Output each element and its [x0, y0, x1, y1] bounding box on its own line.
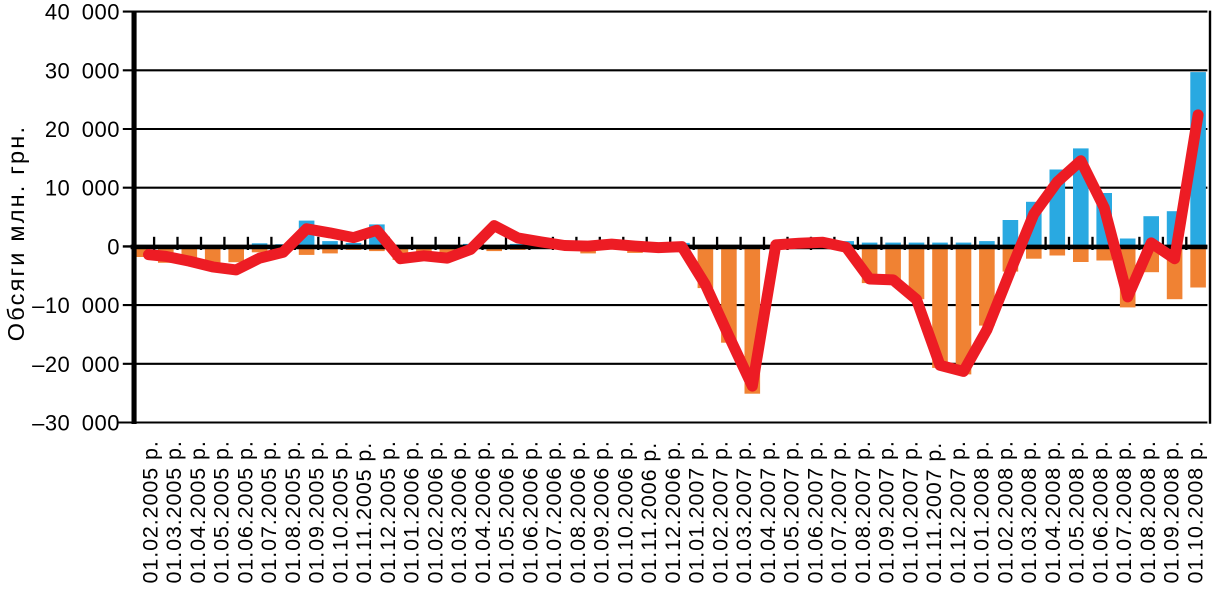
svg-text:01.11.2007 р.: 01.11.2007 р.: [922, 442, 946, 584]
svg-text:01.05.2006 р.: 01.05.2006 р.: [495, 440, 519, 583]
svg-text:–30 000: –30 000: [32, 411, 120, 436]
svg-text:01.07.2007 р.: 01.07.2007 р.: [827, 440, 851, 583]
svg-text:01.10.2006 р.: 01.10.2006 р.: [613, 440, 637, 583]
svg-text:01.12.2005 р.: 01.12.2005 р.: [376, 440, 400, 583]
svg-text:01.09.2006 р.: 01.09.2006 р.: [590, 440, 614, 583]
svg-text:01.05.2007 р.: 01.05.2007 р.: [780, 440, 804, 583]
svg-text:01.03.2006 р.: 01.03.2006 р.: [447, 440, 471, 583]
svg-text:–10 000: –10 000: [32, 293, 120, 318]
svg-text:01.04.2005 р.: 01.04.2005 р.: [186, 440, 210, 583]
svg-text:01.04.2006 р.: 01.04.2006 р.: [471, 440, 495, 583]
svg-text:01.10.2005 р.: 01.10.2005 р.: [328, 440, 352, 583]
svg-text:01.08.2007 р.: 01.08.2007 р.: [851, 440, 875, 583]
svg-text:01.05.2008 р.: 01.05.2008 р.: [1065, 440, 1089, 583]
svg-text:20 000: 20 000: [45, 117, 120, 142]
svg-text:01.04.2007 р.: 01.04.2007 р.: [756, 440, 780, 583]
svg-text:01.01.2006 р.: 01.01.2006 р.: [400, 440, 424, 583]
svg-text:01.06.2008 р.: 01.06.2008 р.: [1088, 440, 1112, 583]
svg-text:01.02.2006 р.: 01.02.2006 р.: [423, 440, 447, 583]
svg-text:01.07.2006 р.: 01.07.2006 р.: [542, 440, 566, 583]
svg-text:01.09.2007 р.: 01.09.2007 р.: [875, 440, 899, 583]
svg-text:01.09.2008 р.: 01.09.2008 р.: [1160, 440, 1184, 583]
svg-text:01.08.2008 р.: 01.08.2008 р.: [1136, 440, 1160, 583]
svg-text:01.06.2005 р.: 01.06.2005 р.: [233, 440, 257, 583]
svg-text:01.09.2005 р.: 01.09.2005 р.: [305, 440, 329, 583]
svg-text:01.03.2008 р.: 01.03.2008 р.: [1017, 440, 1041, 583]
svg-text:01.08.2005 р.: 01.08.2005 р.: [281, 440, 305, 583]
svg-text:10 000: 10 000: [45, 176, 120, 201]
svg-text:01.06.2007 р.: 01.06.2007 р.: [803, 440, 827, 583]
svg-text:01.11.2005 р.: 01.11.2005 р.: [352, 442, 376, 584]
svg-text:0: 0: [107, 234, 120, 259]
svg-text:40 000: 40 000: [45, 0, 120, 25]
svg-text:01.08.2006 р.: 01.08.2006 р.: [566, 440, 590, 583]
svg-text:01.10.2007 р.: 01.10.2007 р.: [898, 440, 922, 583]
svg-text:01.03.2007 р.: 01.03.2007 р.: [732, 440, 756, 583]
svg-text:01.11.2006 р.: 01.11.2006 р.: [637, 442, 661, 584]
svg-text:01.02.2008 р.: 01.02.2008 р.: [993, 440, 1017, 583]
svg-text:01.10.2008 р.: 01.10.2008 р.: [1183, 440, 1207, 583]
svg-text:01.07.2005 р.: 01.07.2005 р.: [257, 440, 281, 583]
svg-text:30 000: 30 000: [45, 58, 120, 83]
svg-text:01.06.2006 р.: 01.06.2006 р.: [518, 440, 542, 583]
svg-text:01.05.2005 р.: 01.05.2005 р.: [210, 440, 234, 583]
svg-text:–20 000: –20 000: [32, 352, 120, 377]
svg-text:01.07.2008 р.: 01.07.2008 р.: [1112, 440, 1136, 583]
svg-text:01.01.2007 р.: 01.01.2007 р.: [685, 440, 709, 583]
svg-text:01.04.2008 р.: 01.04.2008 р.: [1041, 440, 1065, 583]
svg-text:01.12.2007 р.: 01.12.2007 р.: [946, 440, 970, 583]
svg-text:Обсяги млн. грн.: Обсяги млн. грн.: [3, 125, 29, 341]
svg-text:01.02.2007 р.: 01.02.2007 р.: [708, 440, 732, 583]
svg-text:01.03.2005 р.: 01.03.2005 р.: [162, 440, 186, 583]
svg-text:01.01.2008 р.: 01.01.2008 р.: [970, 440, 994, 583]
svg-text:01.02.2005 р.: 01.02.2005 р.: [138, 440, 162, 583]
svg-text:01.12.2006 р.: 01.12.2006 р.: [661, 440, 685, 583]
